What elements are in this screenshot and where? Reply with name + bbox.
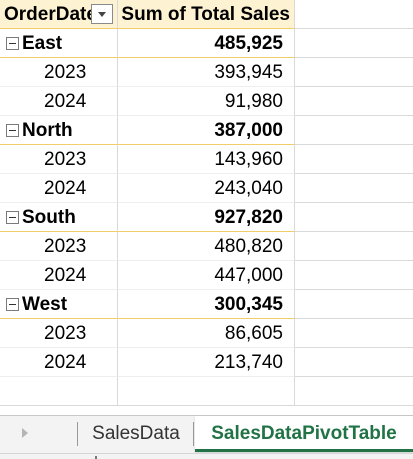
empty-cell[interactable]: [295, 261, 413, 290]
collapse-minus-icon[interactable]: [6, 37, 19, 50]
scroll-tick-mark: [95, 456, 97, 459]
row-filter-dropdown-button[interactable]: [91, 4, 113, 24]
collapse-minus-icon[interactable]: [6, 211, 19, 224]
year-label: 2024: [44, 352, 87, 373]
region-label-cell[interactable]: West: [0, 290, 118, 319]
pivot-year-row: 2024 447,000: [0, 261, 413, 290]
year-label: 2023: [44, 236, 87, 257]
values-header: Sum of Total Sales: [121, 4, 290, 25]
year-value-cell[interactable]: 86,605: [118, 319, 295, 348]
empty-cell[interactable]: [295, 174, 413, 203]
sheet-tab-bar: SalesData SalesDataPivotTable: [0, 415, 413, 459]
sheet-tab-salesdatapivottable[interactable]: SalesDataPivotTable: [195, 416, 413, 452]
year-label-cell[interactable]: 2024: [0, 348, 118, 377]
year-label: 2024: [44, 178, 87, 199]
year-label-cell[interactable]: 2024: [0, 261, 118, 290]
empty-cell[interactable]: [295, 319, 413, 348]
empty-cell[interactable]: [295, 29, 413, 58]
region-total-cell[interactable]: 927,820: [118, 203, 295, 232]
empty-cell[interactable]: [295, 58, 413, 87]
year-label: 2023: [44, 323, 87, 344]
region-label-cell[interactable]: North: [0, 116, 118, 145]
empty-cell[interactable]: [295, 232, 413, 261]
pivot-group-row-south: South 927,820: [0, 203, 413, 232]
status-bar-divider: [0, 453, 413, 454]
region-total: 927,820: [214, 207, 283, 228]
empty-cell[interactable]: [295, 348, 413, 377]
sheet-tab-salesdata[interactable]: SalesData: [92, 423, 180, 444]
region-total: 387,000: [214, 120, 283, 141]
chevron-right-icon: [22, 428, 28, 438]
year-value: 447,000: [214, 265, 283, 286]
year-value: 91,980: [224, 91, 283, 112]
pivot-year-row: 2023 86,605: [0, 319, 413, 348]
pivot-header-row: OrderDate Sum of Total Sales: [0, 0, 413, 29]
empty-cell[interactable]: [295, 377, 413, 406]
pivot-year-row: 2023 143,960: [0, 145, 413, 174]
year-value-cell[interactable]: 393,945: [118, 58, 295, 87]
year-value-cell[interactable]: 243,040: [118, 174, 295, 203]
region-label: South: [22, 207, 76, 228]
year-value-cell[interactable]: 480,820: [118, 232, 295, 261]
pivot-year-row: 2024 213,740: [0, 348, 413, 377]
year-label-cell[interactable]: 2023: [0, 232, 118, 261]
empty-cell[interactable]: [295, 87, 413, 116]
collapse-minus-icon[interactable]: [6, 124, 19, 137]
tab-divider: [193, 422, 194, 446]
region-total-cell[interactable]: 485,925: [118, 29, 295, 58]
pivot-year-row: 2023 480,820: [0, 232, 413, 261]
region-label: East: [22, 33, 63, 54]
year-value-cell[interactable]: 91,980: [118, 87, 295, 116]
year-label-cell[interactable]: 2023: [0, 58, 118, 87]
year-value-cell[interactable]: 213,740: [118, 348, 295, 377]
year-label: 2024: [44, 265, 87, 286]
pivot-group-row-north: North 387,000: [0, 116, 413, 145]
year-label-cell[interactable]: 2023: [0, 145, 118, 174]
region-label-cell[interactable]: East: [0, 29, 118, 58]
tab-divider: [77, 422, 78, 446]
pivot-year-row: 2024 243,040: [0, 174, 413, 203]
year-label: 2023: [44, 62, 87, 83]
year-value: 86,605: [224, 323, 283, 344]
year-label-cell[interactable]: 2023: [0, 319, 118, 348]
year-value: 243,040: [214, 178, 283, 199]
region-label: West: [22, 294, 68, 315]
year-value: 213,740: [214, 352, 283, 373]
empty-cell[interactable]: [295, 290, 413, 319]
region-label-cell[interactable]: South: [0, 203, 118, 232]
year-value-cell[interactable]: 447,000: [118, 261, 295, 290]
region-total: 485,925: [214, 33, 283, 54]
year-value: 480,820: [214, 236, 283, 257]
year-value-cell[interactable]: 143,960: [118, 145, 295, 174]
empty-cell[interactable]: [295, 116, 413, 145]
region-label: North: [22, 120, 73, 141]
collapse-minus-icon[interactable]: [6, 298, 19, 311]
year-label-cell[interactable]: 2024: [0, 174, 118, 203]
values-header-cell[interactable]: Sum of Total Sales: [118, 0, 295, 29]
empty-cell[interactable]: [118, 377, 295, 406]
empty-row: [0, 377, 413, 406]
empty-cell[interactable]: [295, 203, 413, 232]
year-value: 393,945: [214, 62, 283, 83]
region-total: 300,345: [214, 294, 283, 315]
chevron-down-icon: [98, 12, 106, 17]
pivot-group-row-east: East 485,925: [0, 29, 413, 58]
row-labels-header-cell[interactable]: OrderDate: [0, 0, 118, 29]
empty-cell[interactable]: [295, 0, 413, 29]
empty-cell[interactable]: [295, 145, 413, 174]
spreadsheet-grid[interactable]: OrderDate Sum of Total Sales East 485,92…: [0, 0, 413, 415]
pivot-group-row-west: West 300,345: [0, 290, 413, 319]
empty-cell[interactable]: [0, 377, 118, 406]
pivot-year-row: 2024 91,980: [0, 87, 413, 116]
pivot-year-row: 2023 393,945: [0, 58, 413, 87]
region-total-cell[interactable]: 387,000: [118, 116, 295, 145]
year-label: 2023: [44, 149, 87, 170]
year-label: 2024: [44, 91, 87, 112]
year-label-cell[interactable]: 2024: [0, 87, 118, 116]
row-labels-header: OrderDate: [4, 4, 97, 25]
region-total-cell[interactable]: 300,345: [118, 290, 295, 319]
year-value: 143,960: [214, 149, 283, 170]
sheet-scroll-button[interactable]: [0, 416, 78, 452]
